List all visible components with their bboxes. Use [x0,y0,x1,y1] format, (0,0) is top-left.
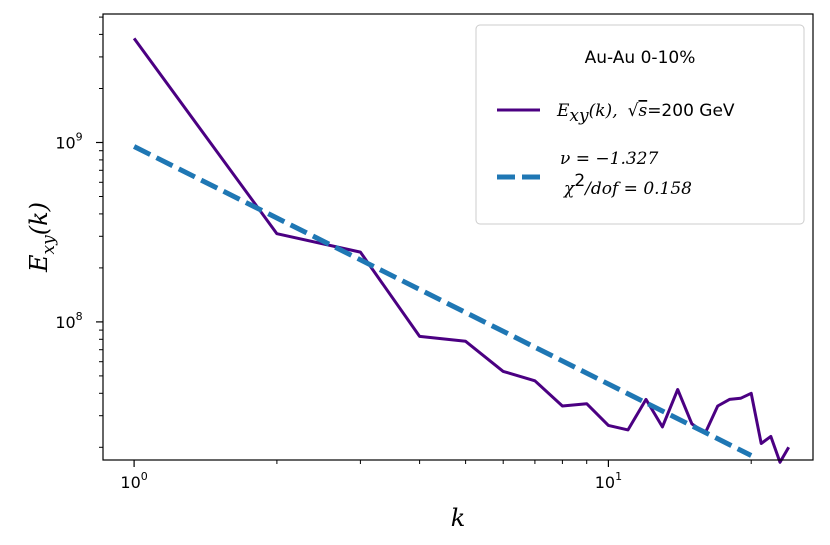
series-0-line [132,37,790,464]
legend-entry-data-arg: (k), [589,101,618,121]
y-axis-label-base: E [25,254,53,273]
legend-entry-fit-dof: /dof = 0.158 [583,179,692,199]
legend-entry-fit-chi2: χ2/dof = 0.158 [563,171,692,199]
legend-entry-data: Exy(k), √s=200 GeV [556,101,735,126]
legend-entry-data-s: s [638,101,647,121]
y-tick-label: 109 [55,131,82,153]
legend-title: Au-Au 0-10% [585,48,696,68]
x-axis-label: k [451,504,466,532]
legend-entry-fit-chi: χ [563,179,576,199]
x-tick-label: 100 [120,470,147,492]
legend-entry-fit-chi-exp: 2 [574,171,585,191]
y-axis-ticks: 108 109 [55,16,103,448]
svg-text:Exy(k): Exy(k) [25,202,59,273]
x-tick-label: 101 [595,470,622,492]
legend-box [475,24,805,225]
legend-entry-data-sqrt: √ [628,101,639,121]
y-axis-label-arg: (k) [25,202,53,235]
legend-entry-fit-nu: ν = −1.327 [560,149,658,169]
y-tick-label: 108 [55,310,82,332]
legend: Au-Au 0-10% Exy(k), √s=200 GeV ν = −1.327… [475,24,805,225]
legend-entry-data-sub: xy [569,106,589,126]
plot-frame [102,13,814,461]
plot-lines [132,37,790,464]
series-1-line [132,144,753,458]
y-axis-label: Exy(k) [25,202,59,273]
x-axis-ticks: 100 101 [120,460,752,492]
legend-entry-data-energy: =200 GeV [647,101,735,121]
legend-entry-data-name: E [556,101,570,121]
y-axis-label-sub: xy [39,235,59,255]
